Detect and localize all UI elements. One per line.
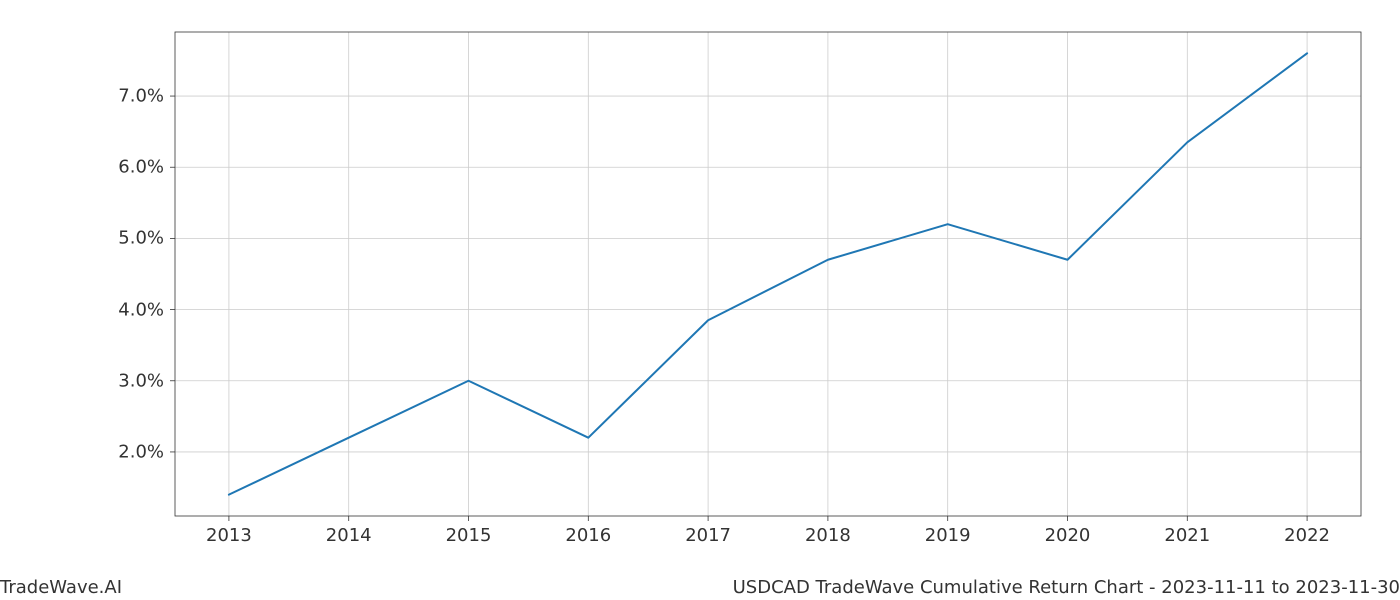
chart-container: 2013 2014 2015 2016 2017 2018 2019 2020 2021 2022… xyxy=(0,0,1400,600)
x-tick-label: 2022 xyxy=(1284,525,1330,546)
x-tick-label: 2017 xyxy=(685,525,731,546)
x-tick-label: 2015 xyxy=(446,525,492,546)
y-tick-label: 4.0% xyxy=(118,299,164,320)
y-tick-label: 3.0% xyxy=(118,370,164,391)
y-tick-label: 5.0% xyxy=(118,228,164,249)
footer-right-label: USDCAD TradeWave Cumulative Return Chart… xyxy=(733,577,1400,598)
x-tick-label: 2020 xyxy=(1045,525,1091,546)
line-chart-svg xyxy=(0,0,1400,600)
y-tick-label: 7.0% xyxy=(118,86,164,107)
x-tick-label: 2021 xyxy=(1164,525,1210,546)
x-tick-label: 2013 xyxy=(206,525,252,546)
footer-left-label: TradeWave.AI xyxy=(0,577,122,598)
x-tick-label: 2018 xyxy=(805,525,851,546)
y-tick-label: 2.0% xyxy=(118,441,164,462)
x-tick-label: 2016 xyxy=(565,525,611,546)
x-tick-label: 2014 xyxy=(326,525,372,546)
y-tick-label: 6.0% xyxy=(118,157,164,178)
x-tick-label: 2019 xyxy=(925,525,971,546)
